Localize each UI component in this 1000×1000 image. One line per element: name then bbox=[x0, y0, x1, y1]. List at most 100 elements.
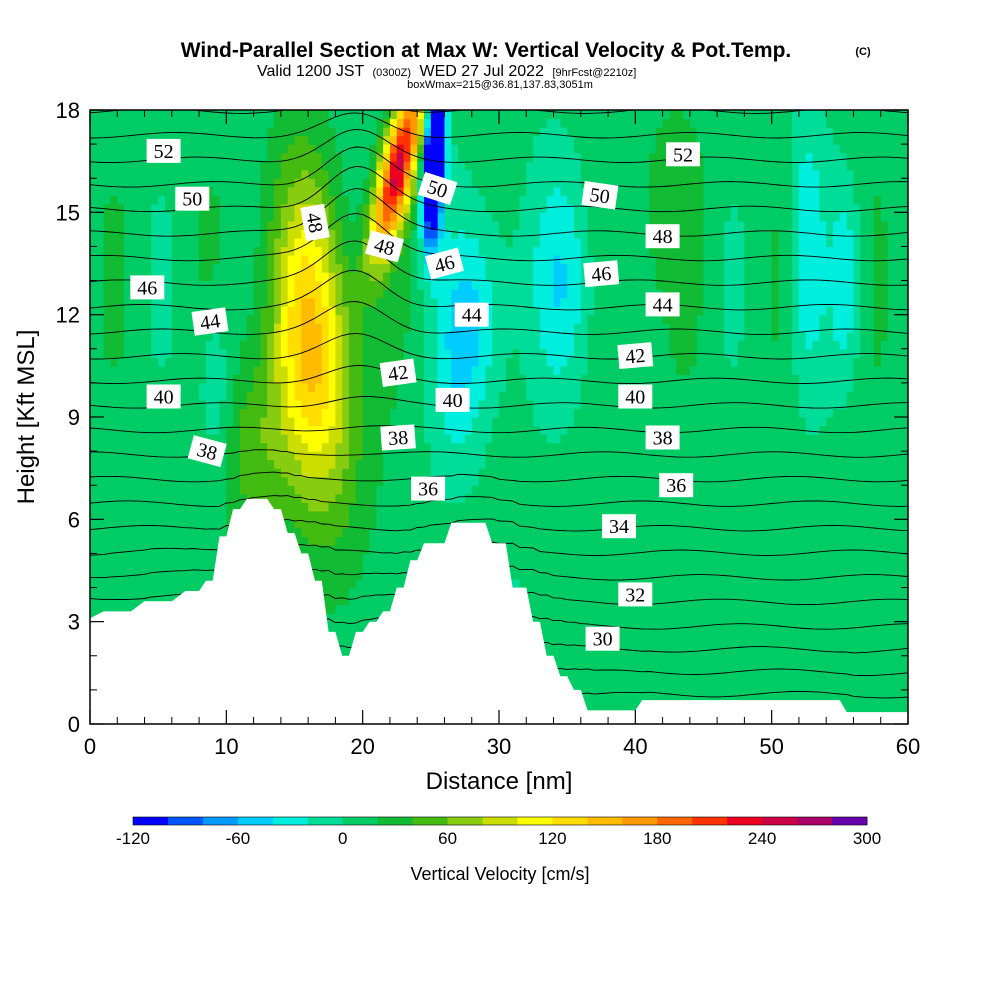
velocity-cell bbox=[614, 561, 623, 572]
velocity-cell bbox=[805, 579, 814, 589]
velocity-cell bbox=[151, 544, 159, 555]
velocity-cell bbox=[860, 561, 868, 572]
velocity-cell bbox=[717, 468, 725, 478]
velocity-cell bbox=[880, 382, 889, 393]
velocity-cell bbox=[669, 630, 677, 640]
velocity-cell bbox=[314, 434, 323, 444]
velocity-cell bbox=[424, 434, 432, 444]
velocity-cell bbox=[669, 655, 677, 665]
velocity-cell bbox=[355, 408, 364, 418]
velocity-cell bbox=[723, 672, 732, 682]
velocity-cell bbox=[567, 638, 575, 648]
velocity-cell bbox=[287, 502, 296, 512]
velocity-cell bbox=[758, 510, 766, 520]
velocity-cell bbox=[349, 561, 357, 572]
velocity-cell bbox=[901, 689, 908, 700]
velocity-cell bbox=[349, 459, 357, 469]
velocity-cell bbox=[648, 391, 657, 401]
velocity-cell bbox=[546, 613, 555, 623]
velocity-cell bbox=[703, 561, 711, 572]
velocity-cell bbox=[512, 365, 521, 375]
velocity-cell bbox=[798, 493, 807, 503]
velocity-cell bbox=[717, 391, 725, 401]
velocity-cell bbox=[785, 493, 793, 503]
velocity-cell bbox=[764, 647, 773, 657]
velocity-cell bbox=[205, 434, 214, 444]
velocity-cell bbox=[785, 485, 793, 495]
velocity-cell bbox=[730, 689, 739, 700]
velocity-cell bbox=[335, 399, 343, 410]
velocity-cell bbox=[546, 579, 555, 589]
velocity-cell bbox=[635, 681, 643, 691]
velocity-cell bbox=[798, 459, 807, 469]
velocity-cell bbox=[567, 536, 575, 546]
velocity-cell bbox=[853, 391, 861, 401]
velocity-cell bbox=[117, 399, 125, 410]
velocity-cell bbox=[178, 417, 187, 427]
velocity-cell bbox=[417, 468, 425, 478]
velocity-cell bbox=[158, 485, 166, 495]
velocity-cell bbox=[887, 391, 895, 401]
velocity-cell bbox=[553, 570, 561, 580]
velocity-cell bbox=[410, 527, 418, 537]
velocity-cell bbox=[751, 655, 759, 665]
velocity-cell bbox=[867, 510, 875, 520]
velocity-cell bbox=[103, 451, 112, 461]
velocity-cell bbox=[778, 579, 786, 589]
velocity-cell bbox=[192, 468, 200, 478]
velocity-cell bbox=[648, 399, 657, 410]
velocity-cell bbox=[594, 544, 602, 555]
velocity-cell bbox=[103, 459, 112, 469]
velocity-cell bbox=[723, 638, 732, 648]
velocity-cell bbox=[342, 442, 350, 452]
velocity-cell bbox=[526, 493, 534, 503]
velocity-cell bbox=[130, 391, 139, 401]
velocity-cell bbox=[383, 570, 391, 580]
velocity-cell bbox=[417, 399, 425, 410]
velocity-cell bbox=[833, 553, 841, 563]
velocity-cell bbox=[812, 493, 820, 503]
velocity-cell bbox=[321, 417, 330, 427]
velocity-cell bbox=[519, 570, 527, 580]
velocity-cell bbox=[573, 391, 582, 401]
velocity-cell bbox=[792, 553, 800, 563]
velocity-cell bbox=[110, 382, 118, 393]
velocity-cell bbox=[676, 630, 684, 640]
velocity-cell bbox=[744, 408, 752, 418]
velocity-cell bbox=[608, 655, 616, 665]
velocity-cell bbox=[137, 425, 146, 435]
velocity-cell bbox=[369, 425, 377, 435]
velocity-cell bbox=[526, 459, 534, 469]
velocity-cell bbox=[151, 417, 159, 427]
velocity-cell bbox=[846, 706, 855, 717]
velocity-cell bbox=[785, 399, 793, 410]
velocity-cell bbox=[785, 527, 793, 537]
velocity-cell bbox=[819, 442, 827, 452]
velocity-cell bbox=[812, 638, 820, 648]
velocity-cell bbox=[260, 485, 268, 495]
velocity-cell bbox=[335, 553, 343, 563]
velocity-cell bbox=[144, 468, 152, 478]
velocity-cell bbox=[314, 519, 323, 529]
velocity-cell bbox=[751, 391, 759, 401]
velocity-cell bbox=[560, 502, 568, 512]
velocity-cell bbox=[274, 382, 282, 393]
velocity-cell bbox=[846, 510, 855, 520]
velocity-cell bbox=[730, 587, 739, 597]
velocity-cell bbox=[771, 527, 780, 537]
velocity-cell bbox=[648, 596, 657, 606]
velocity-cell bbox=[144, 570, 152, 580]
velocity-cell bbox=[758, 579, 766, 589]
velocity-cell bbox=[396, 553, 405, 563]
velocity-cell bbox=[730, 493, 739, 503]
velocity-cell bbox=[117, 502, 125, 512]
velocity-cell bbox=[648, 408, 657, 418]
velocity-cell bbox=[233, 451, 241, 461]
velocity-cell bbox=[130, 425, 139, 435]
velocity-cell bbox=[798, 561, 807, 572]
velocity-cell bbox=[444, 459, 452, 469]
velocity-cell bbox=[792, 570, 800, 580]
velocity-cell bbox=[601, 561, 609, 572]
velocity-cell bbox=[430, 459, 439, 469]
